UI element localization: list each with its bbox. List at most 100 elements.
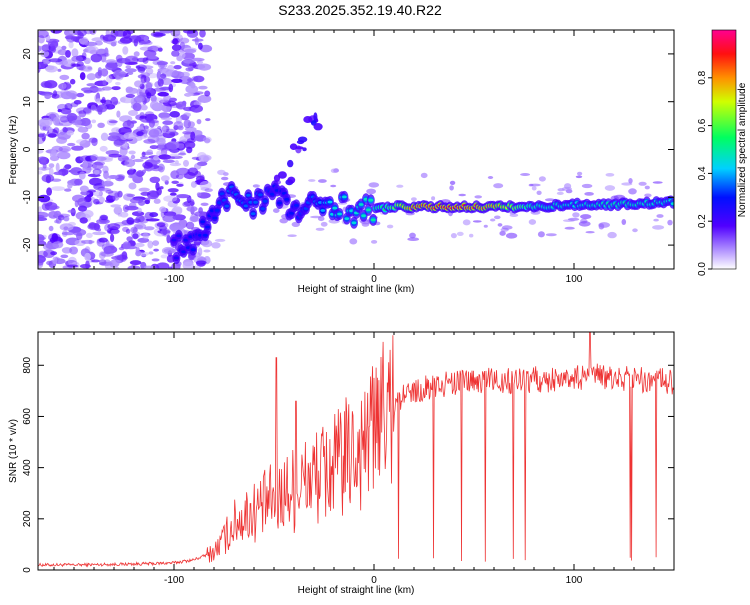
noise-blob bbox=[185, 221, 195, 230]
noise-blob bbox=[48, 233, 61, 242]
noise-blob bbox=[84, 57, 91, 64]
noise-blob bbox=[509, 213, 519, 217]
signal-core bbox=[327, 200, 333, 204]
noise-blob bbox=[205, 118, 211, 122]
noise-blob bbox=[160, 73, 167, 79]
noise-blob bbox=[201, 239, 213, 248]
signal-core bbox=[243, 204, 249, 208]
snr-x-axis-label: Height of straight line (km) bbox=[298, 585, 415, 596]
noise-blob bbox=[71, 119, 83, 126]
noise-blob bbox=[149, 145, 159, 150]
noise-blob bbox=[368, 182, 380, 188]
noise-blob bbox=[195, 175, 205, 182]
noise-blob bbox=[90, 104, 97, 111]
noise-blob bbox=[130, 154, 136, 160]
noise-blob bbox=[74, 239, 86, 246]
y-tick-label: 0 bbox=[22, 567, 33, 573]
noise-blob bbox=[544, 198, 555, 202]
noise-blob bbox=[52, 241, 64, 249]
noise-blob bbox=[60, 254, 69, 259]
noise-blob bbox=[176, 183, 184, 187]
noise-blob bbox=[252, 184, 261, 188]
noise-blob bbox=[56, 136, 68, 144]
noise-blob bbox=[111, 229, 120, 235]
noise-blob bbox=[64, 188, 72, 192]
signal-core bbox=[181, 250, 187, 254]
noise-blob bbox=[171, 50, 180, 57]
noise-blob bbox=[119, 147, 128, 156]
noise-blob bbox=[193, 75, 205, 83]
noise-blob bbox=[178, 152, 187, 156]
noise-blob bbox=[55, 162, 60, 172]
noise-blob bbox=[97, 69, 102, 77]
noise-blob bbox=[38, 194, 51, 203]
noise-blob bbox=[175, 169, 187, 176]
noise-blob bbox=[136, 126, 144, 131]
signal-core bbox=[183, 238, 189, 242]
side-branch-blob bbox=[313, 112, 318, 121]
noise-blob bbox=[221, 176, 229, 181]
noise-blob bbox=[90, 154, 99, 161]
noise-blob bbox=[203, 249, 211, 253]
noise-blob bbox=[130, 120, 137, 124]
noise-blob bbox=[538, 176, 546, 182]
noise-blob bbox=[171, 40, 180, 45]
noise-blob bbox=[200, 202, 209, 206]
noise-blob bbox=[528, 219, 537, 225]
noise-blob bbox=[584, 192, 594, 196]
noise-blob bbox=[97, 228, 102, 232]
noise-blob bbox=[156, 262, 170, 269]
noise-blob bbox=[102, 180, 114, 187]
signal-core bbox=[342, 195, 347, 199]
noise-blob bbox=[115, 81, 121, 86]
noise-blob bbox=[142, 232, 149, 240]
noise-blob bbox=[57, 68, 62, 72]
spectrogram-x-axis-label: Height of straight line (km) bbox=[298, 284, 415, 295]
noise-blob bbox=[84, 252, 91, 261]
noise-blob bbox=[148, 119, 155, 128]
noise-blob bbox=[88, 222, 97, 229]
signal-core bbox=[260, 207, 266, 211]
noise-blob bbox=[61, 45, 67, 50]
noise-blob bbox=[71, 145, 84, 151]
noise-blob bbox=[100, 251, 114, 257]
noise-blob bbox=[86, 83, 96, 87]
noise-blob bbox=[81, 132, 90, 140]
noise-blob bbox=[145, 218, 160, 222]
noise-blob bbox=[84, 41, 98, 47]
noise-blob bbox=[198, 154, 212, 162]
noise-blob bbox=[144, 226, 155, 231]
figure-title: S233.2025.352.19.40.R22 bbox=[278, 2, 442, 18]
noise-blob bbox=[494, 215, 501, 220]
noise-blob bbox=[38, 170, 43, 175]
noise-blob bbox=[598, 222, 610, 228]
noise-blob bbox=[81, 52, 87, 60]
noise-blob bbox=[140, 75, 147, 84]
noise-blob bbox=[124, 68, 137, 73]
noise-blob bbox=[92, 161, 104, 170]
noise-blob bbox=[171, 78, 183, 84]
noise-blob bbox=[146, 92, 152, 99]
noise-blob bbox=[96, 218, 110, 225]
noise-blob bbox=[57, 215, 65, 221]
noise-blob bbox=[172, 214, 186, 221]
noise-blob bbox=[169, 162, 182, 167]
noise-blob bbox=[106, 75, 113, 84]
noise-blob bbox=[51, 186, 65, 192]
noise-blob bbox=[139, 115, 147, 119]
noise-blob bbox=[142, 161, 153, 169]
noise-blob bbox=[116, 110, 121, 118]
side-branch-blob bbox=[303, 116, 313, 123]
noise-blob bbox=[182, 130, 193, 135]
noise-blob bbox=[545, 233, 557, 237]
side-branch-blob bbox=[289, 143, 298, 150]
noise-blob bbox=[169, 222, 184, 232]
noise-blob bbox=[97, 122, 105, 128]
spectrogram-heatmap bbox=[38, 30, 674, 269]
noise-blob bbox=[44, 93, 52, 100]
noise-blob bbox=[157, 60, 166, 69]
side-branch-blob bbox=[302, 147, 307, 152]
noise-blob bbox=[182, 57, 196, 64]
noise-blob bbox=[78, 171, 86, 180]
noise-blob bbox=[128, 266, 134, 269]
